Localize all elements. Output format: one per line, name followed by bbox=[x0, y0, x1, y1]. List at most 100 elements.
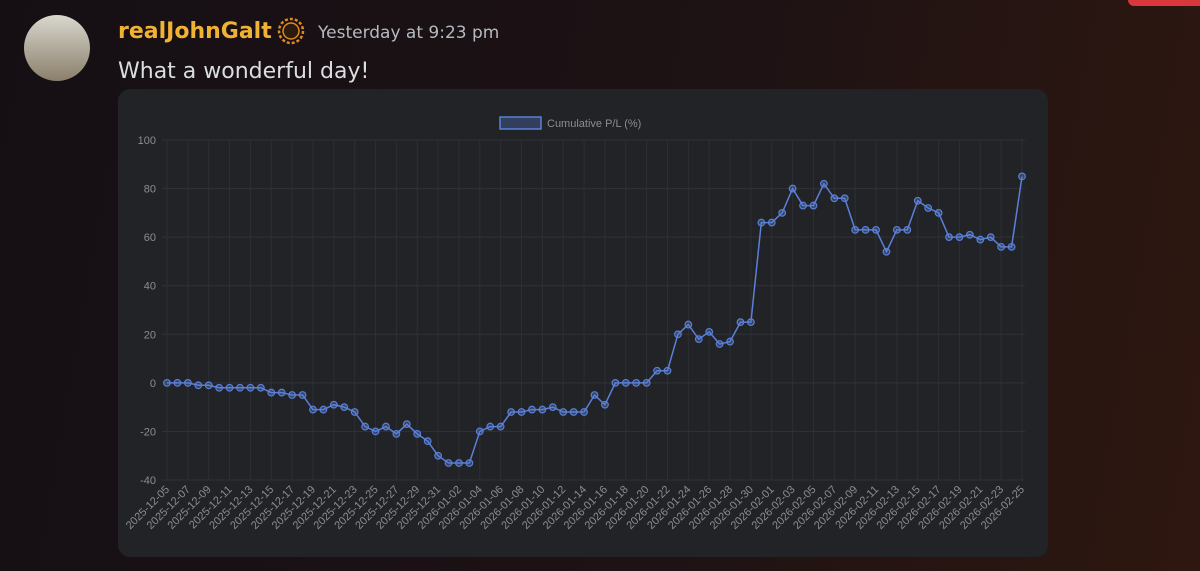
data-point bbox=[309, 405, 317, 414]
data-point bbox=[465, 459, 474, 467]
data-point bbox=[444, 459, 453, 467]
data-point bbox=[1018, 172, 1026, 181]
series-line bbox=[167, 176, 1023, 464]
data-point bbox=[778, 208, 787, 217]
data-point bbox=[736, 318, 745, 327]
data-point bbox=[955, 233, 964, 242]
data-point bbox=[788, 184, 797, 193]
data-point bbox=[642, 378, 651, 387]
data-point bbox=[903, 225, 912, 234]
data-point bbox=[580, 408, 588, 416]
data-point bbox=[767, 218, 776, 227]
data-point bbox=[350, 408, 359, 416]
data-point bbox=[726, 337, 734, 346]
badge bbox=[277, 17, 305, 45]
data-point bbox=[590, 391, 599, 399]
data-point bbox=[225, 383, 234, 392]
data-point bbox=[809, 201, 818, 210]
data-point bbox=[559, 408, 568, 416]
data-point bbox=[632, 378, 641, 387]
y-tick-label: 0 bbox=[150, 378, 156, 390]
data-point bbox=[892, 225, 901, 234]
data-point bbox=[298, 391, 307, 399]
data-point bbox=[538, 405, 547, 414]
data-point bbox=[267, 388, 276, 397]
data-point bbox=[288, 391, 297, 399]
legend-swatch bbox=[499, 116, 542, 130]
data-point bbox=[215, 383, 224, 392]
data-point bbox=[517, 408, 526, 416]
data-point bbox=[475, 427, 484, 436]
data-point bbox=[277, 388, 286, 397]
data-point bbox=[674, 330, 682, 339]
data-point bbox=[1007, 242, 1016, 251]
data-point bbox=[194, 381, 203, 390]
data-point bbox=[455, 459, 463, 467]
data-point bbox=[246, 383, 255, 392]
data-point bbox=[986, 233, 995, 242]
data-point bbox=[423, 437, 432, 446]
data-point bbox=[382, 422, 390, 431]
data-point bbox=[715, 340, 724, 348]
data-point bbox=[840, 194, 849, 203]
data-point bbox=[965, 230, 974, 239]
data-point bbox=[173, 378, 182, 387]
data-point bbox=[340, 403, 349, 412]
data-point bbox=[256, 383, 265, 392]
y-tick-label: 40 bbox=[144, 281, 156, 293]
data-point bbox=[371, 427, 380, 436]
data-point bbox=[694, 335, 703, 344]
data-point bbox=[361, 422, 370, 431]
data-point bbox=[434, 451, 442, 460]
data-point bbox=[528, 405, 536, 414]
author[interactable]: realJohnGalt bbox=[118, 19, 272, 44]
y-tick-label: 80 bbox=[144, 184, 156, 196]
y-tick-label: 60 bbox=[144, 232, 156, 244]
timestamp: Yesterday at 9:23 pm bbox=[317, 23, 499, 43]
close-button[interactable] bbox=[1128, 0, 1200, 6]
data-point bbox=[934, 208, 943, 217]
data-point bbox=[861, 225, 870, 234]
data-point bbox=[705, 327, 714, 336]
data-point bbox=[684, 320, 693, 329]
data-point bbox=[329, 400, 338, 409]
data-point bbox=[402, 420, 411, 429]
data-point bbox=[747, 318, 755, 327]
data-point bbox=[945, 233, 953, 242]
y-tick-label: 100 bbox=[138, 135, 156, 147]
data-point bbox=[496, 422, 505, 431]
data-point bbox=[621, 378, 630, 387]
data-point bbox=[653, 366, 661, 375]
y-tick-label: -20 bbox=[140, 426, 156, 438]
y-tick-label: 20 bbox=[144, 329, 156, 341]
data-point bbox=[851, 225, 860, 234]
data-point bbox=[569, 408, 578, 416]
data-point bbox=[830, 194, 839, 203]
data-point bbox=[799, 201, 807, 210]
data-point bbox=[882, 247, 891, 256]
data-point bbox=[611, 378, 620, 387]
data-point bbox=[663, 366, 672, 375]
data-point bbox=[204, 381, 213, 390]
data-point bbox=[183, 378, 192, 387]
legend-label: Cumulative P/L (%) bbox=[547, 118, 641, 130]
y-tick-label: -40 bbox=[140, 475, 156, 487]
data-point bbox=[413, 429, 422, 438]
data-point bbox=[819, 179, 828, 188]
data-point bbox=[319, 405, 328, 414]
data-point bbox=[757, 218, 766, 227]
data-point bbox=[548, 403, 557, 412]
data-point bbox=[236, 383, 244, 392]
data-point bbox=[872, 225, 880, 234]
data-point bbox=[392, 429, 401, 438]
data-point bbox=[976, 235, 985, 244]
data-point bbox=[913, 196, 922, 205]
data-point bbox=[507, 408, 515, 416]
data-point bbox=[163, 378, 171, 387]
avatar[interactable] bbox=[24, 15, 90, 81]
message-content: What a wonderful day! bbox=[118, 59, 369, 84]
data-point bbox=[997, 242, 1006, 251]
data-point bbox=[486, 422, 495, 431]
data-point bbox=[601, 400, 609, 409]
